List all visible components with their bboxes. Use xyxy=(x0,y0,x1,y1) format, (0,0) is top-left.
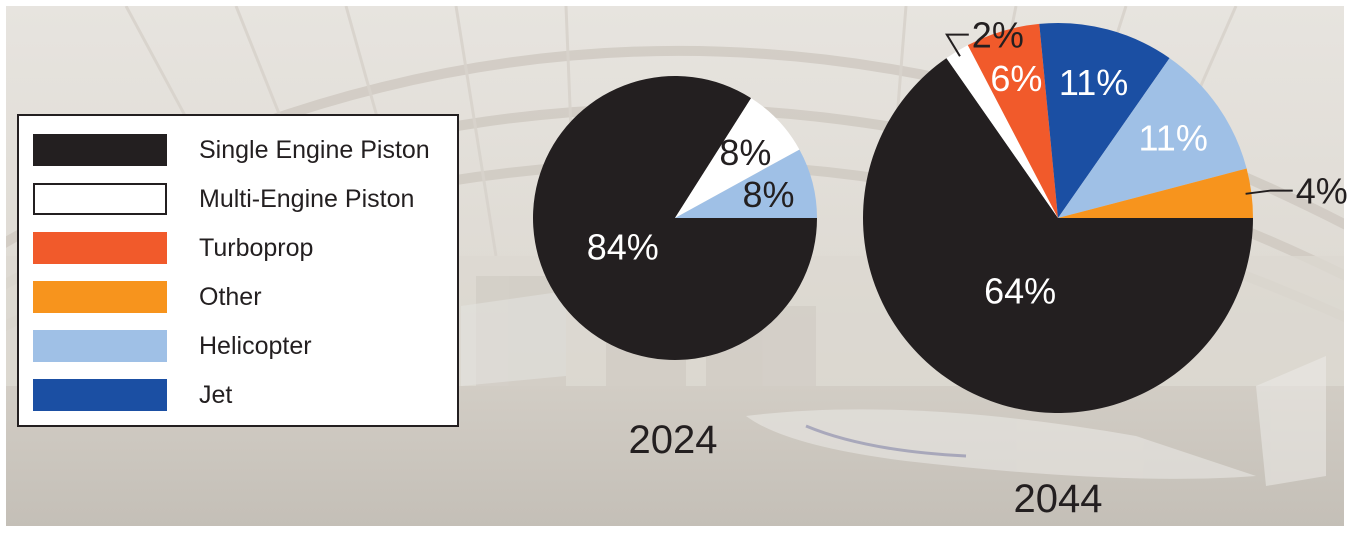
pie-leader-line-2044-multi-engine-piston xyxy=(945,33,969,57)
pie-label-2044-jet: 11% xyxy=(1059,62,1128,103)
legend-item-helicopter: Helicopter xyxy=(33,330,453,364)
pie-slice-2044-multi-engine-piston xyxy=(946,45,1058,219)
pie-slice-2044-other xyxy=(1058,168,1253,218)
legend: Single Engine Piston Multi-Engine Piston… xyxy=(17,114,459,427)
legend-label-single-engine-piston: Single Engine Piston xyxy=(199,136,430,164)
pie-label-2024-multi-engine-piston: 8% xyxy=(719,132,771,173)
pie-slice-2044-jet xyxy=(1039,22,1170,218)
legend-swatch-multi-engine-piston xyxy=(33,183,167,215)
legend-swatch-helicopter xyxy=(33,330,167,362)
legend-item-jet: Jet xyxy=(33,379,453,413)
pie-label-2024-single-engine-piston: 84% xyxy=(587,227,659,268)
legend-label-other: Other xyxy=(199,283,262,311)
pie-label-2044-single-engine-piston: 64% xyxy=(984,271,1056,312)
pie-slice-2024-single-engine-piston xyxy=(533,76,817,361)
legend-label-multi-engine-piston: Multi-Engine Piston xyxy=(199,185,415,213)
legend-item-single-engine-piston: Single Engine Piston xyxy=(33,134,453,168)
pie-label-2044-other: 4% xyxy=(1296,171,1348,212)
legend-item-other: Other xyxy=(33,281,453,315)
pie-label-2044-helicopter: 11% xyxy=(1138,118,1207,159)
legend-label-turboprop: Turboprop xyxy=(199,234,314,262)
pie-title-2024: 2024 xyxy=(629,418,718,462)
legend-swatch-jet xyxy=(33,379,167,411)
pie-slice-2044-turboprop xyxy=(967,23,1058,218)
legend-label-jet: Jet xyxy=(199,381,233,409)
pie-slice-2044-helicopter xyxy=(1058,58,1247,219)
pie-label-2044-turboprop: 6% xyxy=(990,58,1042,99)
pie-slice-2044-single-engine-piston xyxy=(863,58,1253,414)
pie-chart-2044: 64% 2%6% 11%11% 4% xyxy=(863,15,1348,414)
legend-item-turboprop: Turboprop xyxy=(33,232,453,266)
pie-chart-2024: 84% 8%8% xyxy=(533,76,817,361)
pie-slice-2024-multi-engine-piston xyxy=(675,98,800,218)
pie-label-2044-multi-engine-piston: 2% xyxy=(972,15,1024,56)
pie-slice-2024-helicopter xyxy=(675,149,817,218)
legend-item-multi-engine-piston: Multi-Engine Piston xyxy=(33,183,453,217)
legend-swatch-other xyxy=(33,281,167,313)
legend-label-helicopter: Helicopter xyxy=(199,332,312,360)
legend-swatch-single-engine-piston xyxy=(33,134,167,166)
pie-title-2044: 2044 xyxy=(1014,477,1103,521)
pie-leader-line-2044-other xyxy=(1245,189,1293,195)
pie-label-2024-helicopter: 8% xyxy=(743,174,795,215)
legend-swatch-turboprop xyxy=(33,232,167,264)
